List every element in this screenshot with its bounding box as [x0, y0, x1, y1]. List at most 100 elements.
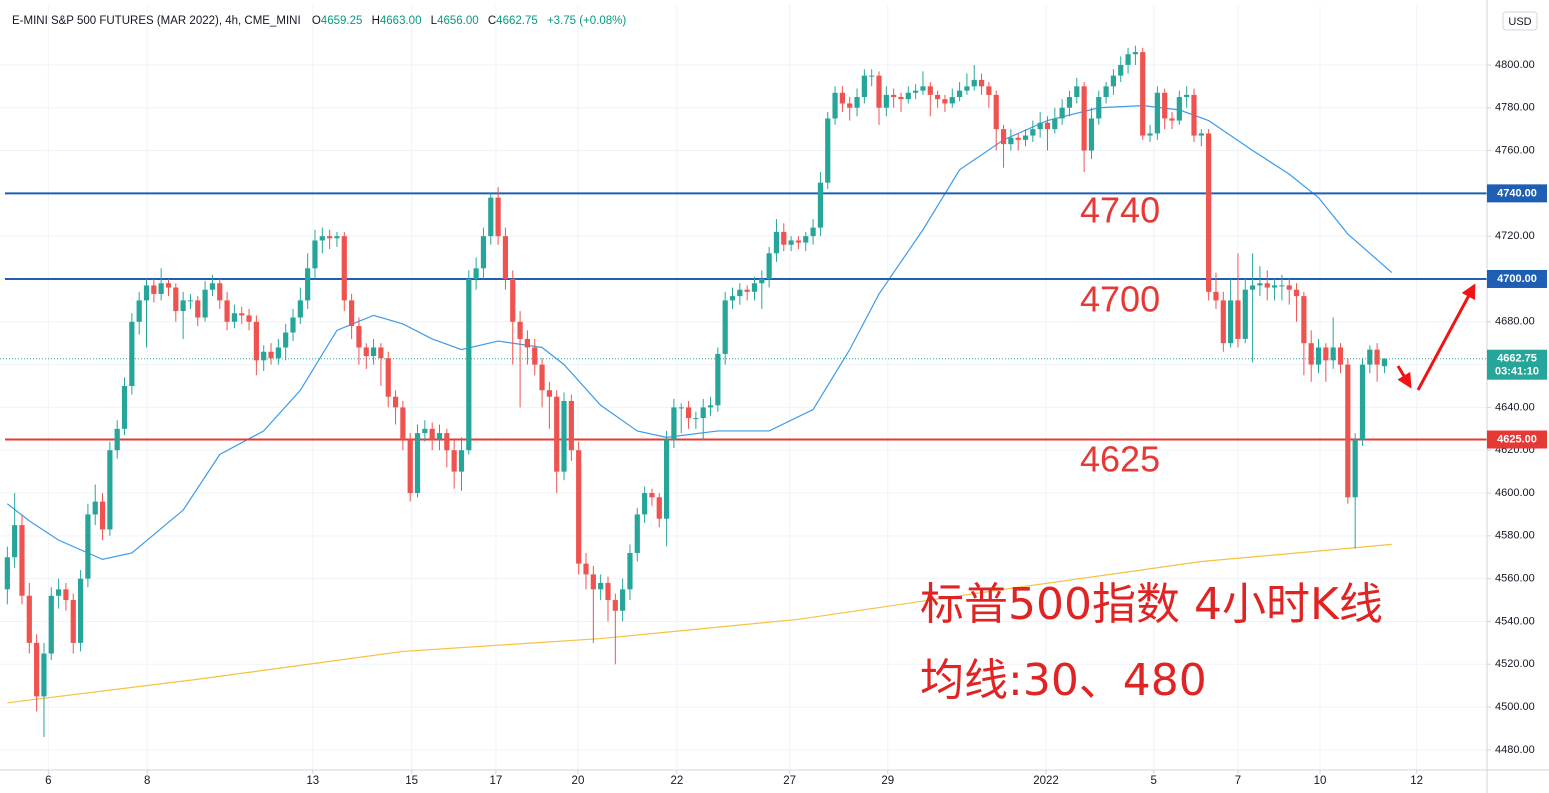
candles — [4, 45, 1388, 738]
candle-body — [129, 321, 135, 387]
candle-body — [1323, 347, 1329, 361]
moving-average-line — [7, 543, 1392, 704]
countdown: 03:41:10 — [1495, 366, 1539, 378]
candle-body — [876, 75, 882, 108]
x-tick-label: 7 — [1235, 775, 1241, 787]
candle-body — [561, 400, 567, 472]
candle-body — [1044, 122, 1051, 130]
candle-body — [363, 347, 369, 357]
candle-body — [1301, 296, 1307, 344]
candle-body — [1052, 118, 1058, 130]
candle-body — [495, 197, 501, 237]
candle-body — [1235, 300, 1241, 339]
candle-body — [458, 450, 465, 472]
candle-body — [642, 493, 648, 515]
candle-body — [1162, 92, 1168, 119]
candle-body — [26, 595, 32, 643]
candle-body — [143, 285, 150, 301]
level-annotation: 4740 — [1080, 190, 1160, 231]
candle-body — [217, 283, 223, 301]
candle-body — [1352, 439, 1358, 498]
y-tick-label: 4760.00 — [1495, 144, 1535, 156]
candle-body — [715, 353, 721, 406]
candle-body — [590, 574, 596, 590]
low-label: L — [431, 15, 438, 27]
x-tick-label: 17 — [490, 775, 503, 787]
candle-body — [1096, 97, 1102, 119]
candle-body — [971, 79, 977, 87]
candle-body — [1022, 135, 1029, 140]
candle-body — [202, 289, 208, 318]
open-value: 4659.25 — [321, 15, 363, 27]
candle-body — [502, 236, 509, 279]
candle-body — [1015, 137, 1021, 140]
level-price-box — [1487, 430, 1547, 449]
currency-badge[interactable] — [1502, 11, 1538, 31]
candle-body — [891, 94, 897, 98]
candle-body — [400, 407, 406, 440]
close-value: 4662.75 — [496, 15, 538, 27]
candle-body — [825, 118, 831, 183]
y-tick-label: 4540.00 — [1495, 615, 1535, 627]
level-price-box — [1487, 184, 1547, 203]
candle-body — [1081, 86, 1087, 151]
candle-body — [1271, 285, 1278, 288]
candle-body — [1059, 107, 1065, 119]
candle-body — [114, 428, 120, 451]
candle-body — [1308, 343, 1314, 365]
candle-body — [751, 283, 758, 292]
x-tick-label: 22 — [670, 775, 683, 787]
candle-body — [92, 501, 98, 515]
candle-body — [964, 86, 970, 91]
levels: 4740 4700 4625 — [0, 190, 1487, 480]
candle-body — [187, 300, 194, 302]
candle-body — [913, 90, 919, 93]
candle-body — [656, 497, 662, 519]
candle-body — [854, 97, 860, 108]
close-label: C — [488, 15, 496, 27]
candle-body — [334, 236, 340, 239]
candle-body — [1315, 347, 1322, 365]
candle-body — [766, 253, 772, 279]
candle-body — [949, 97, 955, 104]
candle-body — [378, 347, 384, 359]
candle-body — [165, 283, 172, 288]
level-price-label: 4625.00 — [1497, 433, 1537, 445]
candle-body — [19, 525, 25, 596]
change: +3.75 (+0.08%) — [547, 15, 626, 27]
candle-body — [239, 313, 245, 316]
candle-body — [729, 296, 736, 301]
candle-body — [1337, 347, 1344, 365]
y-tick-label: 4800.00 — [1495, 59, 1535, 71]
candle-body — [510, 278, 516, 322]
candle-body — [356, 326, 362, 348]
candle-body — [1198, 133, 1204, 136]
candle-body — [1381, 358, 1388, 367]
candle-body — [480, 236, 487, 269]
candle-body — [583, 563, 589, 575]
level-price-box — [1487, 269, 1547, 288]
candle-body — [832, 92, 838, 119]
candle-body — [224, 300, 230, 322]
candle-body — [839, 92, 845, 104]
candle-body — [1206, 133, 1212, 292]
candle-body — [978, 79, 985, 87]
y-tick-label: 4720.00 — [1495, 230, 1535, 242]
candle-body — [121, 386, 128, 429]
x-tick-label: 15 — [405, 775, 418, 787]
candle-body — [41, 653, 47, 697]
candle-body — [34, 642, 40, 697]
candle-body — [1103, 86, 1109, 98]
candle-body — [1184, 94, 1190, 98]
candle-body — [1359, 364, 1366, 440]
candle-body — [1293, 289, 1300, 297]
candle-body — [649, 493, 655, 498]
candle-body — [935, 94, 941, 100]
candle-body — [305, 268, 311, 301]
candle-body — [1242, 289, 1248, 339]
candle-body — [671, 407, 677, 440]
annotation: 均线:30、480 — [920, 655, 1207, 706]
candle-body — [1374, 349, 1380, 365]
candle-body — [532, 347, 538, 365]
